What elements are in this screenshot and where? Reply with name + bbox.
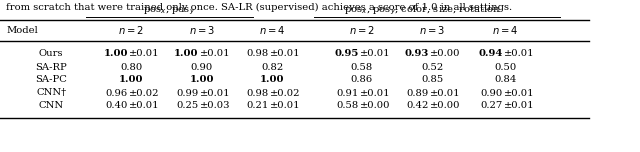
- Text: 0.89: 0.89: [406, 88, 429, 97]
- Text: ±0.01: ±0.01: [270, 102, 301, 111]
- Text: 0.80: 0.80: [120, 62, 142, 71]
- Text: ±0.00: ±0.00: [430, 102, 461, 111]
- Text: CNN†: CNN†: [36, 88, 67, 97]
- Text: $n = 4$: $n = 4$: [259, 24, 285, 36]
- Text: 0.99: 0.99: [176, 88, 198, 97]
- Text: 1.00: 1.00: [174, 50, 198, 59]
- Text: ±0.01: ±0.01: [504, 102, 534, 111]
- Text: 0.95: 0.95: [334, 50, 358, 59]
- Text: 0.91: 0.91: [336, 88, 358, 97]
- Text: ±0.01: ±0.01: [504, 88, 534, 97]
- Text: 0.86: 0.86: [351, 76, 372, 85]
- Text: $n = 3$: $n = 3$: [419, 24, 445, 36]
- Text: 0.25: 0.25: [176, 102, 198, 111]
- Text: 0.50: 0.50: [495, 62, 516, 71]
- Text: ±0.00: ±0.00: [360, 102, 390, 111]
- Text: ±0.01: ±0.01: [200, 50, 230, 59]
- Text: 0.82: 0.82: [261, 62, 283, 71]
- Text: pos$_x$, pos$_y$, color, size, rotation: pos$_x$, pos$_y$, color, size, rotation: [344, 4, 501, 17]
- Text: pos$_x$, pos$_y$: pos$_x$, pos$_y$: [143, 6, 196, 17]
- Text: 0.93: 0.93: [404, 50, 429, 59]
- Text: 0.85: 0.85: [421, 76, 443, 85]
- Text: 0.58: 0.58: [351, 62, 372, 71]
- Text: ±0.02: ±0.02: [270, 88, 301, 97]
- Text: Ours: Ours: [39, 50, 63, 59]
- Text: 0.94: 0.94: [478, 50, 502, 59]
- Text: CNN: CNN: [38, 102, 64, 111]
- Text: ±0.01: ±0.01: [129, 102, 160, 111]
- Text: 1.00: 1.00: [104, 50, 128, 59]
- Text: $n = 2$: $n = 2$: [118, 24, 144, 36]
- Text: ±0.01: ±0.01: [200, 88, 230, 97]
- Text: 1.00: 1.00: [260, 76, 284, 85]
- Text: 0.21: 0.21: [246, 102, 269, 111]
- Text: ±0.01: ±0.01: [360, 50, 390, 59]
- Text: 0.58: 0.58: [336, 102, 358, 111]
- Text: 1.00: 1.00: [119, 76, 143, 85]
- Text: from scratch that were trained only once. SA-LR (supervised) achieves a score of: from scratch that were trained only once…: [6, 3, 513, 12]
- Text: 0.52: 0.52: [421, 62, 443, 71]
- Text: ±0.01: ±0.01: [430, 88, 461, 97]
- Text: Model: Model: [6, 26, 38, 35]
- Text: 0.40: 0.40: [106, 102, 128, 111]
- Text: 0.90: 0.90: [191, 62, 212, 71]
- Text: ±0.01: ±0.01: [504, 50, 534, 59]
- Text: SA-PC: SA-PC: [35, 76, 67, 85]
- Text: 0.27: 0.27: [480, 102, 502, 111]
- Text: ±0.02: ±0.02: [129, 88, 160, 97]
- Text: 0.98: 0.98: [246, 88, 269, 97]
- Text: 0.98: 0.98: [246, 50, 269, 59]
- Text: $n = 4$: $n = 4$: [492, 24, 519, 36]
- Text: ±0.01: ±0.01: [270, 50, 301, 59]
- Text: 0.84: 0.84: [495, 76, 516, 85]
- Text: ±0.03: ±0.03: [200, 102, 230, 111]
- Text: 1.00: 1.00: [189, 76, 214, 85]
- Text: ±0.01: ±0.01: [360, 88, 390, 97]
- Text: 0.42: 0.42: [406, 102, 429, 111]
- Text: 0.96: 0.96: [106, 88, 128, 97]
- Text: ±0.01: ±0.01: [129, 50, 160, 59]
- Text: 0.90: 0.90: [480, 88, 502, 97]
- Text: SA-RP: SA-RP: [35, 62, 67, 71]
- Text: $n = 2$: $n = 2$: [349, 24, 374, 36]
- Text: ±0.00: ±0.00: [430, 50, 461, 59]
- Text: $n = 3$: $n = 3$: [189, 24, 214, 36]
